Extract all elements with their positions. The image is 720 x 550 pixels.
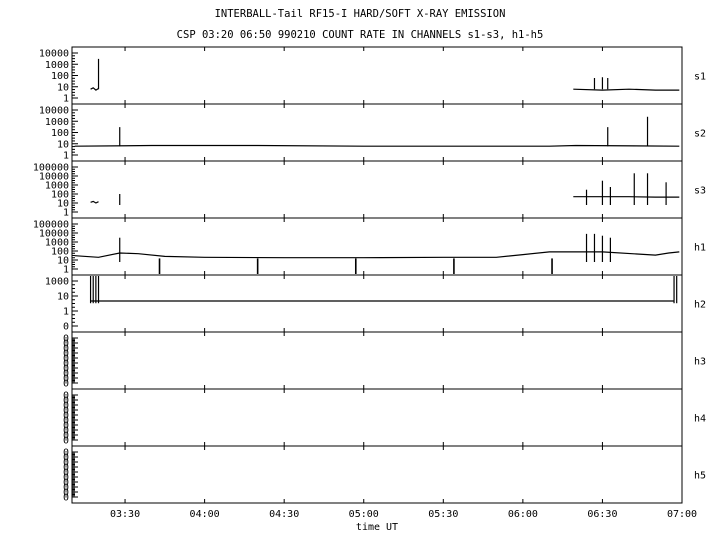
y-tick-label-s3-2: 1000 [45, 181, 69, 192]
y-tick-label-h4-4: 0 [63, 411, 69, 422]
y-tick-label-h4-6: 0 [63, 421, 69, 432]
y-tick-label-h4-8: 0 [63, 431, 69, 442]
y-tick-label-s3-4: 10 [57, 199, 69, 210]
panel-frame-h2 [71, 274, 683, 333]
y-tick-label-h3-8: 0 [63, 374, 69, 385]
y-tick-label-s1-1: 1000 [45, 60, 69, 71]
channel-label-s3: s3 [694, 186, 706, 197]
y-tick-label-h3-5: 0 [63, 359, 69, 370]
y-tick-label-h5-8: 0 [63, 488, 69, 499]
x-tick-label-7: 07:00 [667, 509, 697, 520]
y-tick-label-s1-0: 10000 [39, 49, 69, 60]
channel-label-h2: h2 [694, 300, 706, 311]
y-tick-label-h1-4: 10 [57, 256, 69, 267]
y-tick-label-h3-4: 0 [63, 354, 69, 365]
panel-frame-h5 [71, 445, 683, 504]
y-tick-label-h5-1: 0 [63, 453, 69, 464]
y-tick-label-h4-9: 0 [63, 436, 69, 447]
series-line-s1-1 [573, 88, 680, 91]
x-tick-label-5: 06:00 [508, 509, 538, 520]
panel-frame-h4 [71, 388, 683, 447]
channel-label-s1: s1 [694, 72, 706, 83]
y-tick-label-s3-0: 100000 [33, 163, 69, 174]
y-tick-label-h5-5: 0 [63, 473, 69, 484]
channel-label-h1: h1 [694, 243, 706, 254]
y-tick-label-h5-4: 0 [63, 468, 69, 479]
y-tick-label-s3-1: 10000 [39, 172, 69, 183]
x-tick-label-4: 05:30 [428, 509, 458, 520]
y-tick-label-s2-0: 10000 [39, 106, 69, 117]
y-tick-label-h2-3: 0 [63, 322, 69, 333]
y-tick-label-h5-6: 0 [63, 478, 69, 489]
y-tick-label-h1-3: 100 [51, 247, 69, 258]
series-line-s2-0 [74, 144, 680, 147]
chart-subtitle: CSP 03:20 06:50 990210 COUNT RATE IN CHA… [176, 29, 544, 41]
panel-frame-s2 [71, 103, 683, 162]
y-tick-label-h5-9: 0 [63, 493, 69, 504]
channel-label-h3: h3 [694, 357, 706, 368]
y-tick-label-s2-4: 1 [63, 151, 69, 162]
y-tick-label-h3-6: 0 [63, 364, 69, 375]
y-tick-label-h2-1: 10 [57, 292, 69, 303]
y-tick-label-h4-3: 0 [63, 406, 69, 417]
series-line-s3-0 [90, 200, 99, 204]
x-axis-label: time UT [356, 522, 398, 533]
y-tick-label-h1-5: 1 [63, 265, 69, 276]
y-tick-label-h5-7: 0 [63, 483, 69, 494]
panel-frame-s3 [71, 160, 683, 219]
x-tick-label-0: 03:30 [110, 509, 140, 520]
x-tick-label-2: 04:30 [269, 509, 299, 520]
y-tick-label-h4-2: 0 [63, 401, 69, 412]
y-tick-label-h5-2: 0 [63, 458, 69, 469]
x-tick-label-6: 06:30 [587, 509, 617, 520]
y-tick-label-h4-7: 0 [63, 426, 69, 437]
series-line-s1-0 [90, 87, 99, 91]
series-line-h1-0 [74, 251, 680, 259]
y-tick-label-h5-0: 0 [63, 448, 69, 459]
y-tick-label-s2-1: 1000 [45, 117, 69, 128]
y-tick-label-s1-2: 100 [51, 71, 69, 82]
channel-label-s2: s2 [694, 129, 706, 140]
panel-frame-s1 [71, 46, 683, 105]
y-tick-label-h2-0: 1000 [45, 277, 69, 288]
y-tick-label-h1-1: 10000 [39, 229, 69, 240]
y-tick-label-h3-2: 0 [63, 344, 69, 355]
y-tick-label-h1-0: 100000 [33, 220, 69, 231]
y-tick-label-s2-2: 100 [51, 128, 69, 139]
y-tick-label-s1-4: 1 [63, 94, 69, 105]
x-tick-label-1: 04:00 [190, 509, 220, 520]
chart-title: INTERBALL-Tail RF15-I HARD/SOFT X-RAY EM… [214, 8, 506, 20]
panel-frame-h1 [71, 217, 683, 276]
y-tick-label-s2-3: 10 [57, 139, 69, 150]
y-tick-label-s3-5: 1 [63, 208, 69, 219]
y-tick-label-s1-3: 10 [57, 82, 69, 93]
y-tick-label-s3-3: 100 [51, 190, 69, 201]
y-tick-label-h5-3: 0 [63, 463, 69, 474]
y-tick-label-h3-1: 0 [63, 339, 69, 350]
channel-label-h4: h4 [694, 414, 706, 425]
channel-label-h5: h5 [694, 471, 706, 482]
y-tick-label-h3-3: 0 [63, 349, 69, 360]
y-tick-label-h3-9: 0 [63, 379, 69, 390]
y-tick-label-h3-7: 0 [63, 369, 69, 380]
y-tick-label-h4-1: 0 [63, 396, 69, 407]
y-tick-label-h2-2: 1 [63, 307, 69, 318]
panel-frame-h3 [71, 331, 683, 390]
y-tick-label-h4-5: 0 [63, 416, 69, 427]
x-tick-label-3: 05:00 [349, 509, 379, 520]
y-tick-label-h4-0: 0 [63, 391, 69, 402]
y-tick-label-h3-0: 0 [63, 334, 69, 345]
y-tick-label-h1-2: 1000 [45, 238, 69, 249]
